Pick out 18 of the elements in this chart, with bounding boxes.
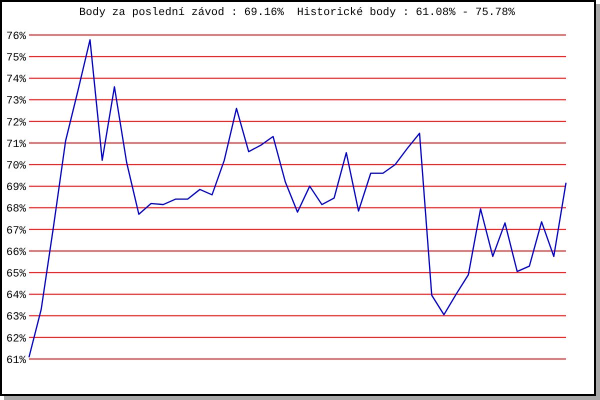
y-tick-label: 66% bbox=[6, 246, 26, 259]
line-series bbox=[28, 39, 567, 358]
y-tick-label: 74% bbox=[6, 74, 26, 86]
y-tick-label: 71% bbox=[6, 138, 26, 151]
y-tick-label: 62% bbox=[6, 333, 26, 346]
y-tick-label: 69% bbox=[6, 182, 26, 194]
y-tick-label: 61% bbox=[6, 354, 26, 367]
y-tick-label: 73% bbox=[6, 96, 26, 108]
y-tick-label: 76% bbox=[6, 30, 26, 43]
y-tick-label: 64% bbox=[6, 290, 26, 302]
y-tick-label: 70% bbox=[6, 160, 26, 173]
chart-title: Body za poslední závod : 69.16% Historické body : 61.08% - 75.78% bbox=[78, 7, 516, 19]
y-tick-label: 68% bbox=[6, 204, 26, 216]
y-tick-label: 75% bbox=[6, 52, 26, 65]
y-tick-label: 72% bbox=[6, 117, 26, 130]
y-tick-label: 67% bbox=[6, 225, 26, 238]
y-tick-label: 65% bbox=[6, 268, 26, 281]
y-tick-label: 63% bbox=[6, 312, 26, 324]
